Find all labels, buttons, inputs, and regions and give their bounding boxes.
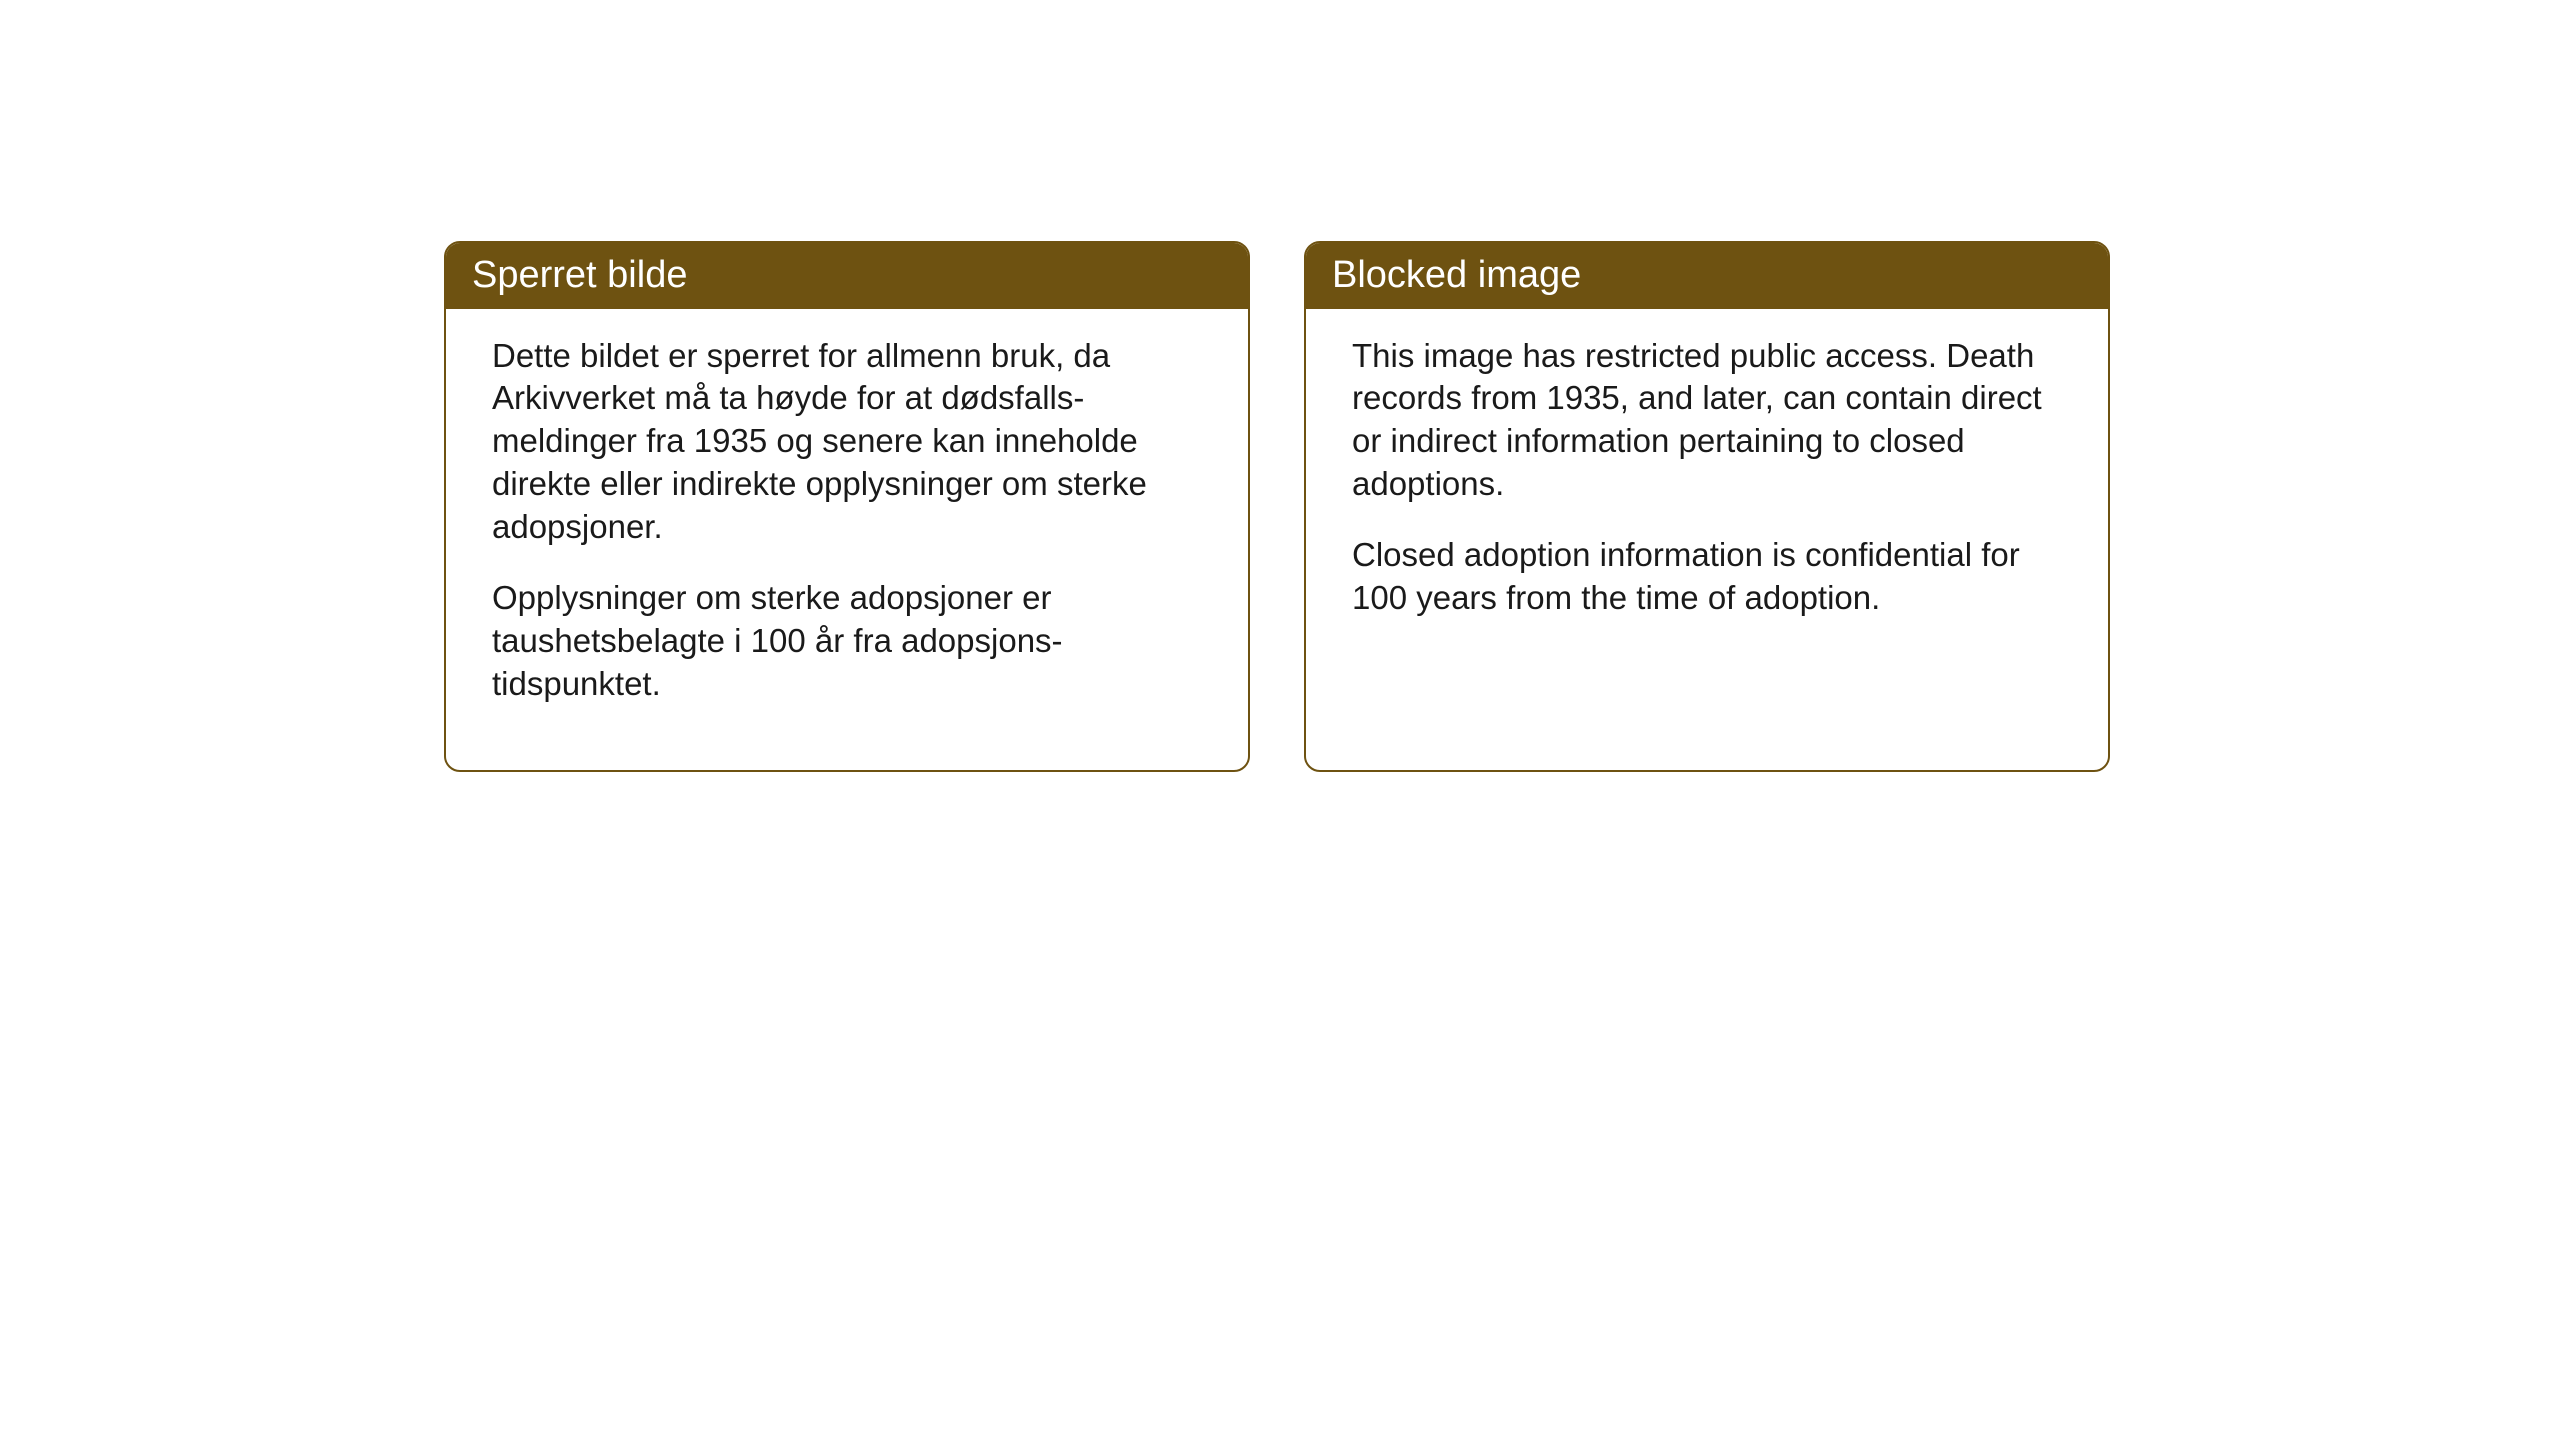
notice-body-english: This image has restricted public access.… [1306,309,2108,770]
notice-body-norwegian: Dette bildet er sperret for allmenn bruk… [446,309,1248,742]
notices-container: Sperret bilde Dette bildet er sperret fo… [444,241,2110,772]
notice-box-english: Blocked image This image has restricted … [1304,241,2110,772]
notice-paragraph-2-norwegian: Opplysninger om sterke adopsjoner er tau… [492,577,1202,706]
notice-header-norwegian: Sperret bilde [446,243,1248,309]
notice-box-norwegian: Sperret bilde Dette bildet er sperret fo… [444,241,1250,772]
notice-paragraph-1-english: This image has restricted public access.… [1352,335,2062,507]
notice-paragraph-2-english: Closed adoption information is confident… [1352,534,2062,620]
notice-paragraph-1-norwegian: Dette bildet er sperret for allmenn bruk… [492,335,1202,549]
notice-header-english: Blocked image [1306,243,2108,309]
